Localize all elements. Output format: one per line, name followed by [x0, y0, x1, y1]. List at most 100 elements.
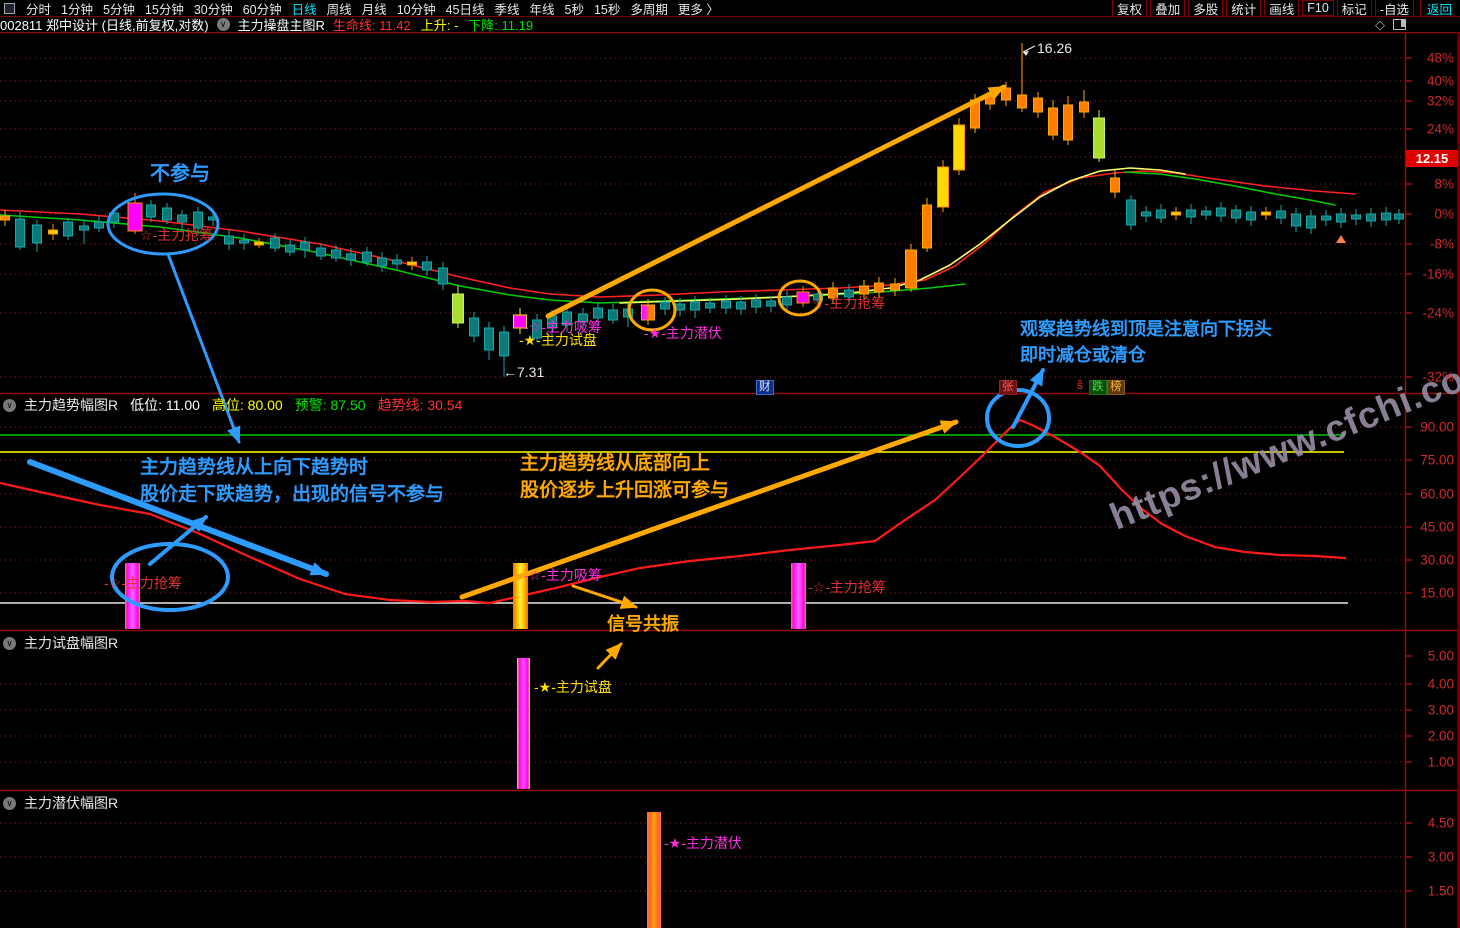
main-indicator-name: 主力操盘主图R — [237, 18, 325, 33]
back-button[interactable]: 返回 — [1419, 0, 1458, 18]
period-tab-15秒[interactable]: 15秒 — [593, 2, 621, 17]
candlesticks — [0, 43, 1404, 377]
collapse-shipan-icon[interactable]: ∨ — [3, 636, 16, 650]
indicator-values: 生命线: 11.42 上升: - 下降: 11.19 — [333, 15, 533, 34]
signal-label: -★-主力试盘 — [519, 332, 597, 348]
axis-label: 4.50 — [1427, 815, 1454, 831]
axis-label: -16% — [1422, 266, 1454, 282]
signal-label: -☆-主力抢筹 — [808, 579, 886, 595]
axis-label: 8% — [1434, 176, 1454, 192]
info-field: 下降: 11.19 — [468, 18, 534, 33]
high-price-label: 16.26 — [1037, 40, 1073, 56]
trend-field: 高位: 80.00 — [211, 397, 283, 413]
annotation-resonance: 信号共振 — [607, 614, 679, 634]
quick-badge-张[interactable]: 张 — [999, 380, 1017, 395]
period-tab-15分钟[interactable]: 15分钟 — [144, 2, 184, 17]
axis-label: 2.00 — [1427, 728, 1454, 744]
collapse-trend-icon[interactable]: ∨ — [3, 398, 16, 412]
period-tab-分时[interactable]: 分时 — [26, 2, 52, 17]
trend-panel-values: 低位: 11.00 高位: 80.00 预警: 87.50 趋势线: 30.54 — [130, 395, 462, 415]
info-field: 生命线: 11.42 — [332, 18, 411, 33]
low-price-label: ←7.31 — [503, 364, 545, 380]
trend-panel-title: 主力趋势幅图R — [24, 397, 119, 413]
signal-label: -★-主力潜伏 — [644, 325, 722, 341]
period-tab-60分钟[interactable]: 60分钟 — [242, 2, 282, 17]
signal-label: ☆-主力抢筹 — [140, 227, 214, 243]
toolbar-button-画线[interactable]: 画线 — [1264, 0, 1300, 19]
period-tab-1分钟[interactable]: 1分钟 — [61, 2, 93, 17]
stock-info-bar: 002811 郑中设计 (日线,前复权,对数) ∨ 主力操盘主图R 生命线: 1… — [0, 15, 1460, 34]
split-pane-icon[interactable] — [1393, 19, 1406, 30]
period-tab-10分钟[interactable]: 10分钟 — [396, 2, 436, 17]
toolbar-button-F10[interactable]: F10 — [1302, 0, 1334, 16]
toolbar-button-标记[interactable]: 标记 — [1336, 0, 1372, 19]
toolbar-button-复权[interactable]: 复权 — [1112, 0, 1148, 19]
period-tab-日线[interactable]: 日线 — [291, 2, 317, 17]
period-tab-5分钟[interactable]: 5分钟 — [102, 2, 135, 17]
qianfu-panel-title: 主力潜伏幅图R — [24, 795, 119, 811]
hand-annotations — [27, 45, 1051, 670]
info-field: 上升: - — [420, 18, 459, 33]
collapse-qianfu-icon[interactable]: ∨ — [3, 796, 16, 810]
period-tab-月线[interactable]: 月线 — [361, 2, 387, 17]
axis-label: 0% — [1434, 206, 1454, 222]
diamond-icon[interactable]: ◇ — [1375, 16, 1385, 32]
annotation-no-participate: 不参与 — [150, 163, 210, 185]
annotation-uptrend-1: 主力趋势线从底部向上 — [520, 453, 711, 474]
axis-label: 48% — [1426, 50, 1454, 66]
annotation-downtrend-2: 股价走下跌趋势，出现的信号不参与 — [140, 484, 445, 505]
signal-label: -★-主力潜伏 — [664, 835, 742, 851]
axis-label: 15.00 — [1420, 585, 1454, 601]
period-tab-周线[interactable]: 周线 — [326, 2, 352, 17]
window-icon[interactable] — [4, 2, 15, 14]
quick-badge-跌[interactable]: 跌 — [1089, 380, 1107, 395]
period-tabs: 分时 1分钟 5分钟 15分钟 30分钟 60分钟 日线 周线 月线 10分钟 45日线 季线 年线 5秒… — [21, 0, 724, 18]
quick-badge-财[interactable]: 财 — [756, 380, 774, 395]
signal-label: -☆-主力抢筹 — [104, 575, 182, 591]
gridlines — [0, 57, 1405, 892]
quick-badge-ŝ[interactable]: ŝ — [1077, 380, 1083, 392]
trend-field: 低位: 11.00 — [130, 397, 200, 413]
corner-icons: ◇ — [1375, 17, 1406, 33]
period-tab-季线[interactable]: 季线 — [494, 2, 520, 17]
collapse-main-icon[interactable]: ∨ — [216, 18, 230, 31]
signal-label: -☆-主力吸筹 — [524, 567, 602, 583]
annotation-top-2: 即时减仓或清仓 — [1020, 345, 1146, 365]
shipan-panel-header: ∨ 主力试盘幅图R — [3, 633, 118, 653]
period-tab-更多 〉[interactable]: 更多 〉 — [677, 2, 719, 17]
toolbar-button-叠加[interactable]: 叠加 — [1150, 0, 1186, 19]
period-tab-30分钟[interactable]: 30分钟 — [193, 2, 233, 17]
period-tab-5秒[interactable]: 5秒 — [564, 2, 584, 17]
period-tab-年线[interactable]: 年线 — [529, 2, 555, 17]
trend-field: 趋势线: 30.54 — [377, 397, 463, 413]
period-tab-多周期[interactable]: 多周期 — [630, 2, 668, 17]
axis-label: 1.50 — [1427, 883, 1454, 899]
period-tab-45日线[interactable]: 45日线 — [445, 2, 485, 17]
shipan-panel-title: 主力试盘幅图R — [24, 635, 119, 651]
signal-label: ☆-主力抢筹 — [812, 295, 886, 311]
annotation-downtrend-1: 主力趋势线从上向下趋势时 — [140, 457, 369, 478]
axis-label: 60.00 — [1420, 486, 1454, 502]
axis-label: 40% — [1426, 73, 1454, 89]
axis-label: -8% — [1429, 236, 1454, 252]
qianfu-panel-header: ∨ 主力潜伏幅图R — [3, 793, 118, 813]
signal-label: -★-主力试盘 — [534, 679, 612, 695]
stock-title: 002811 郑中设计 (日线,前复权,对数) — [0, 18, 209, 33]
quick-badge-榜[interactable]: 榜 — [1107, 380, 1125, 395]
axis-label: 4.00 — [1427, 676, 1454, 692]
annotation-top-1: 观察趋势线到顶是注意向下拐头 — [1020, 319, 1272, 339]
toolbar-button-统计[interactable]: 统计 — [1226, 0, 1262, 19]
axis-label: 3.00 — [1427, 702, 1454, 718]
period-toolbar: 分时 1分钟 5分钟 15分钟 30分钟 60分钟 日线 周线 月线 10分钟 45日线 季线 年线 5秒… — [0, 0, 1460, 19]
axis-label: 45.00 — [1420, 519, 1454, 535]
toolbar-button-多股[interactable]: 多股 — [1188, 0, 1224, 19]
axis-label: 32% — [1426, 93, 1454, 109]
axis-label: 1.00 — [1427, 754, 1454, 770]
axis-label: -32% — [1422, 369, 1454, 385]
current-price-tag: 12.15 — [1406, 150, 1458, 167]
signal-bars — [125, 563, 806, 928]
axis-label: 24% — [1426, 121, 1454, 137]
axis-label: 75.00 — [1420, 452, 1454, 468]
trend-field: 预警: 87.50 — [294, 397, 366, 413]
axis-label: 90.00 — [1420, 419, 1454, 435]
